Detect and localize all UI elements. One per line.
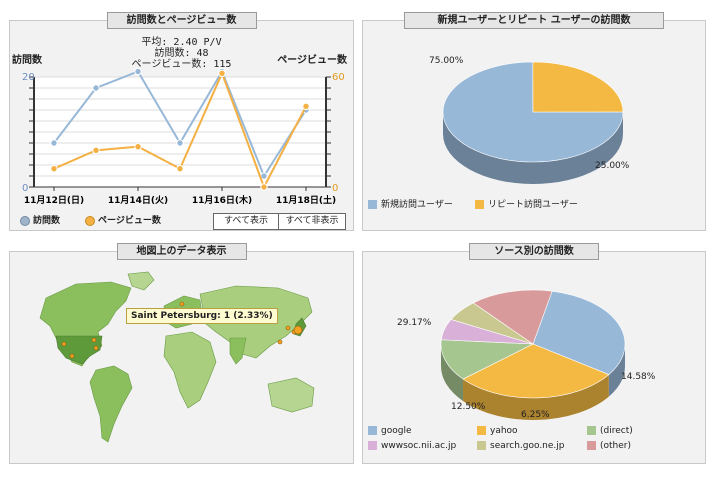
pie-side (463, 374, 609, 420)
legend-direct: (direct) (587, 426, 633, 436)
data-point (176, 139, 184, 147)
legend-pageviews[interactable]: ページビュー数 (85, 213, 161, 226)
panel-title: 地図上のデータ表示 (116, 243, 247, 260)
x-tick-label: 11月18日(土) (276, 194, 336, 206)
data-point (92, 84, 100, 92)
new-repeat-pie-chart (442, 61, 624, 184)
other-pct-label: 14.58% (621, 372, 656, 382)
sources-panel: ソース別の訪問数 29.17% 14.58% 12.50% 6.25% goog… (362, 243, 706, 464)
pie-slice (440, 339, 535, 380)
repeat-pct-label: 25.00% (595, 161, 630, 171)
show-all-button[interactable]: すべて表示 (213, 213, 279, 230)
panel-title: ソース別の訪問数 (469, 243, 599, 260)
legend-google-label: google (381, 426, 412, 436)
australia-shape[interactable] (267, 377, 315, 413)
x-tick-label: 11月16日(木) (192, 194, 252, 206)
data-point (50, 164, 58, 173)
legend-direct-label: (direct) (600, 426, 633, 436)
data-point (134, 142, 142, 151)
south-america-shape[interactable] (89, 365, 133, 443)
stat-visits: 訪問数: 48 (154, 48, 209, 59)
repeat-users-swatch (475, 200, 484, 209)
new-users-swatch (368, 200, 377, 209)
legend-other: (other) (587, 441, 631, 451)
direct-swatch (587, 426, 596, 435)
data-point (302, 102, 310, 111)
legend-google: google (368, 426, 411, 436)
search-pct-label: 6.25% (521, 410, 550, 420)
right-axis-zero: 0 (332, 183, 338, 194)
pageviews-dot-icon (85, 215, 95, 226)
left-axis-max: 20 (22, 72, 35, 83)
new-repeat-panel: 新規ユーザーとリピート ユーザーの訪問数 75.00% 25.00% 新規訪問ユ… (362, 12, 706, 231)
legend-visits[interactable]: 訪問数 (20, 213, 60, 226)
panel-title: 新規ユーザーとリピート ユーザーの訪問数 (404, 12, 664, 29)
data-point (92, 146, 100, 155)
legend-wwwsoc-label: wwwsoc.nii.ac.jp (381, 441, 457, 451)
africa-shape[interactable] (163, 331, 217, 409)
data-point (218, 69, 226, 78)
pie-side (441, 344, 464, 402)
legend-new-label: 新規訪問ユーザー (381, 200, 453, 210)
pie-slice (532, 290, 626, 375)
yahoo-pct-label: 29.17% (397, 318, 432, 328)
data-point (176, 164, 184, 173)
x-tick-label: 11月12日(日) (24, 195, 84, 206)
legend-new-users: 新規訪問ユーザー (368, 197, 453, 210)
legend-repeat-users: リピート訪問ユーザー (475, 197, 578, 210)
right-axis-label: ページビュー数 (277, 55, 347, 66)
world-map[interactable] (16, 266, 346, 456)
left-axis-label: 訪問数 (12, 55, 42, 66)
data-point (50, 139, 58, 147)
other-swatch (587, 441, 596, 450)
pie-slice (472, 289, 553, 345)
legend-other-label: (other) (600, 441, 631, 451)
map-panel: 地図上のデータ表示 Saint Petersburg: 1 (2.33%) (9, 243, 354, 464)
sources-pie-chart (440, 289, 626, 420)
left-axis-zero: 0 (22, 183, 28, 194)
map-tooltip: Saint Petersburg: 1 (2.33%) (126, 308, 278, 324)
legend-search-goo-label: search.goo.ne.jp (490, 441, 565, 451)
stats-block: 平均: 2.40 P/V 訪問数: 48 ページビュー数: 115 (10, 37, 353, 70)
legend-pageviews-label: ページビュー数 (98, 216, 161, 226)
legend-visits-label: 訪問数 (33, 216, 61, 226)
legend-yahoo: yahoo (477, 426, 518, 436)
panel-title: 訪問数とページビュー数 (106, 12, 257, 29)
stat-pageviews: ページビュー数: 115 (131, 59, 232, 70)
legend-search-goo: search.goo.ne.jp (477, 441, 565, 451)
stat-average: 平均: 2.40 P/V (141, 37, 222, 48)
pie-slice (532, 61, 624, 113)
visits-pageviews-panel: 訪問数とページビュー数 平均: 2.40 P/V 訪問数: 48 ページビュー数… (9, 12, 354, 231)
direct-pct-label: 12.50% (451, 402, 486, 412)
x-tick-label: 11月14日(火) (108, 195, 168, 206)
pie-side (608, 344, 625, 397)
pie-slice (462, 343, 610, 399)
right-axis-max: 60 (332, 72, 345, 83)
wwwsoc-swatch (368, 441, 377, 450)
legend-repeat-label: リピート訪問ユーザー (488, 200, 578, 210)
legend-wwwsoc: wwwsoc.nii.ac.jp (368, 441, 456, 451)
usa-shape[interactable] (55, 335, 103, 365)
hide-all-button[interactable]: すべて非表示 (278, 213, 346, 230)
search-goo-swatch (477, 441, 486, 450)
yahoo-swatch (477, 426, 486, 435)
google-swatch (368, 426, 377, 435)
data-point (134, 67, 142, 76)
legend-yahoo-label: yahoo (490, 426, 518, 436)
new-pct-label: 75.00% (429, 56, 464, 66)
pie-side (443, 112, 623, 184)
data-point (260, 183, 268, 191)
visits-dot-icon (20, 215, 30, 226)
greenland-shape[interactable] (127, 271, 155, 291)
india-shape[interactable] (229, 337, 247, 365)
